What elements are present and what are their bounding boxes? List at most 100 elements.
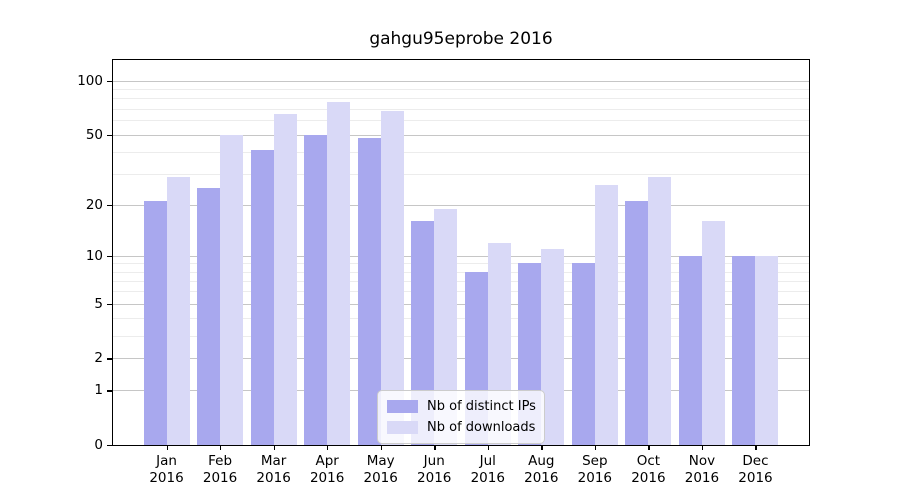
x-tick-label: Nov 2016	[667, 453, 737, 487]
y-axis-tick	[107, 255, 113, 257]
month-label: Aug	[528, 453, 555, 469]
year-label: 2016	[256, 470, 291, 486]
x-tick-label: Aug 2016	[506, 453, 576, 487]
y-tick-label: 20	[85, 196, 103, 213]
bar-aug-downloads	[541, 248, 565, 445]
bar-mar-ips	[250, 149, 274, 445]
x-axis-tick	[541, 445, 543, 450]
x-tick-label: Jan 2016	[132, 453, 202, 487]
year-label: 2016	[363, 470, 398, 486]
bar-may-ips	[357, 137, 381, 445]
year-label: 2016	[417, 470, 452, 486]
year-label: 2016	[631, 470, 666, 486]
year-label: 2016	[470, 470, 505, 486]
gridline-minor	[113, 151, 809, 153]
gridline-minor	[113, 120, 809, 122]
gridline-minor	[113, 108, 809, 110]
month-label: Sep	[582, 453, 608, 469]
bar-jan-ips	[143, 200, 167, 445]
x-axis-tick	[273, 445, 275, 450]
month-label: Jul	[479, 453, 496, 469]
x-axis-tick	[487, 445, 490, 450]
gridline-minor	[113, 280, 809, 282]
year-label: 2016	[738, 470, 773, 486]
legend-item: Nb of downloads	[387, 419, 536, 436]
plot-area: Nb of distinct IPs Nb of downloads	[113, 60, 809, 445]
chart-title: gahgu95eprobe 2016	[369, 29, 553, 49]
legend-item: Nb of distinct IPs	[387, 398, 536, 415]
bar-jun-downloads	[434, 208, 458, 445]
legend-swatch	[387, 421, 418, 434]
bar-jun-ips	[411, 221, 435, 445]
y-axis-tick	[107, 303, 113, 305]
bar-dec-downloads	[755, 255, 779, 445]
x-axis-tick	[434, 445, 436, 450]
y-tick-label: 10	[85, 247, 103, 264]
y-axis-tick	[107, 445, 113, 447]
x-tick-label: May 2016	[346, 453, 416, 487]
y-tick-label: 5	[94, 295, 103, 312]
bar-apr-downloads	[327, 102, 351, 445]
month-label: Mar	[260, 453, 287, 469]
bar-dec-ips	[732, 255, 756, 445]
y-axis-tick	[107, 134, 113, 136]
x-tick-label: Sep 2016	[560, 453, 630, 487]
year-label: 2016	[524, 470, 559, 486]
bar-sep-downloads	[594, 184, 618, 445]
gridline-minor	[113, 173, 809, 175]
month-label: Apr	[315, 453, 339, 469]
x-axis-tick	[701, 445, 704, 450]
bar-sep-ips	[571, 263, 595, 445]
gridline-major	[113, 80, 809, 82]
x-tick-label: Jun 2016	[399, 453, 469, 487]
gridline-major	[113, 204, 809, 206]
bar-apr-ips	[304, 134, 328, 445]
gridline-major	[113, 303, 809, 305]
bar-nov-ips	[678, 255, 702, 445]
gridline-minor	[113, 317, 809, 319]
x-axis-tick	[327, 445, 329, 450]
x-axis-tick	[648, 445, 650, 450]
gridline-minor	[113, 335, 809, 337]
month-label: Nov	[688, 453, 716, 469]
y-tick-label: 1	[94, 382, 103, 399]
x-tick-label: Oct 2016	[613, 453, 683, 487]
year-label: 2016	[684, 470, 720, 486]
y-axis-tick	[107, 358, 113, 360]
bar-feb-ips	[197, 187, 221, 445]
month-label: Jun	[423, 453, 445, 469]
bar-mar-downloads	[273, 114, 297, 445]
x-tick-label: Apr 2016	[292, 453, 362, 487]
bar-nov-downloads	[701, 221, 725, 445]
legend-label: Nb of downloads	[427, 420, 536, 435]
month-label: Feb	[208, 453, 233, 469]
gridline-minor	[113, 263, 809, 265]
bar-feb-downloads	[220, 134, 244, 445]
gridline-minor	[113, 291, 809, 293]
x-axis-tick	[594, 445, 597, 450]
gridline-minor	[113, 271, 809, 273]
x-tick-label: Dec 2016	[720, 453, 790, 487]
month-label: May	[366, 453, 395, 469]
x-tick-label: Mar 2016	[239, 453, 309, 487]
year-label: 2016	[577, 470, 613, 486]
gridline-minor	[113, 98, 809, 100]
month-label: Dec	[742, 453, 769, 469]
y-axis-tick	[107, 80, 113, 82]
legend: Nb of distinct IPs Nb of downloads	[377, 390, 545, 444]
y-axis-tick	[107, 204, 113, 206]
y-tick-label: 2	[94, 350, 103, 367]
y-tick-label: 50	[85, 126, 103, 143]
gridline-major	[113, 358, 809, 360]
x-axis-tick	[755, 445, 757, 450]
month-label: Jan	[156, 453, 177, 469]
legend-swatch	[387, 400, 418, 413]
bar-may-downloads	[380, 110, 404, 445]
y-axis-tick	[107, 390, 113, 392]
y-tick-label: 0	[94, 437, 103, 453]
year-label: 2016	[202, 470, 238, 486]
bar-oct-downloads	[648, 176, 672, 445]
gridline-major	[113, 134, 809, 136]
year-label: 2016	[149, 470, 184, 486]
